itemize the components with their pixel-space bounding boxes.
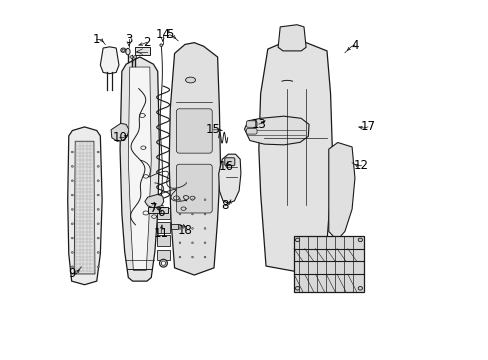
FancyBboxPatch shape [176, 109, 212, 153]
Text: 5: 5 [166, 28, 173, 41]
Text: 10: 10 [112, 131, 127, 144]
Ellipse shape [71, 266, 73, 268]
Ellipse shape [295, 287, 299, 290]
Text: 14: 14 [155, 28, 170, 41]
Polygon shape [128, 67, 151, 270]
Text: 7: 7 [150, 202, 158, 215]
Ellipse shape [133, 56, 137, 58]
Ellipse shape [71, 151, 73, 153]
Polygon shape [74, 141, 95, 274]
Bar [156, 235, 170, 246]
Ellipse shape [71, 194, 73, 196]
Ellipse shape [130, 56, 133, 58]
Bar [156, 208, 170, 220]
Ellipse shape [71, 166, 73, 167]
Bar [171, 225, 178, 229]
Polygon shape [100, 47, 119, 74]
Text: 2: 2 [143, 36, 150, 49]
Ellipse shape [203, 242, 205, 244]
Ellipse shape [122, 49, 124, 51]
Ellipse shape [159, 259, 167, 267]
Ellipse shape [203, 228, 205, 229]
Ellipse shape [295, 238, 299, 242]
Polygon shape [328, 143, 354, 240]
Ellipse shape [97, 180, 99, 181]
Ellipse shape [161, 261, 165, 265]
Ellipse shape [160, 44, 163, 46]
Bar [156, 249, 170, 260]
Ellipse shape [203, 213, 205, 215]
Bar [135, 47, 150, 55]
Ellipse shape [179, 242, 181, 244]
Ellipse shape [71, 237, 73, 239]
Ellipse shape [121, 48, 125, 52]
Ellipse shape [97, 208, 99, 210]
Ellipse shape [357, 287, 362, 290]
Text: 4: 4 [350, 39, 358, 52]
Ellipse shape [97, 194, 99, 196]
Polygon shape [278, 25, 305, 51]
Ellipse shape [97, 151, 99, 153]
Text: 9: 9 [68, 267, 75, 280]
Ellipse shape [97, 252, 99, 253]
Ellipse shape [71, 223, 73, 225]
Ellipse shape [97, 237, 99, 239]
Ellipse shape [191, 199, 193, 201]
Polygon shape [144, 194, 163, 208]
Text: 8: 8 [221, 199, 228, 212]
FancyBboxPatch shape [224, 158, 234, 166]
Ellipse shape [179, 256, 181, 258]
Polygon shape [258, 40, 332, 271]
Polygon shape [67, 127, 102, 285]
Text: 16: 16 [218, 160, 233, 173]
Ellipse shape [191, 242, 193, 244]
Ellipse shape [191, 228, 193, 229]
Polygon shape [169, 42, 220, 275]
Polygon shape [218, 154, 241, 203]
Ellipse shape [71, 208, 73, 210]
Text: 12: 12 [353, 159, 368, 172]
Ellipse shape [179, 228, 181, 229]
Text: 17: 17 [360, 121, 375, 134]
Polygon shape [120, 57, 159, 281]
FancyBboxPatch shape [246, 129, 257, 134]
Ellipse shape [97, 266, 99, 268]
Ellipse shape [203, 256, 205, 258]
Ellipse shape [97, 166, 99, 167]
Ellipse shape [191, 256, 193, 258]
Ellipse shape [179, 199, 181, 201]
Polygon shape [244, 116, 308, 145]
Bar [293, 236, 363, 292]
Ellipse shape [191, 213, 193, 215]
Ellipse shape [203, 199, 205, 201]
Ellipse shape [357, 238, 362, 242]
Text: 13: 13 [251, 118, 266, 131]
Text: 15: 15 [205, 123, 220, 136]
Text: 18: 18 [178, 224, 192, 238]
Ellipse shape [71, 252, 73, 253]
Text: 11: 11 [154, 226, 168, 239]
Ellipse shape [179, 213, 181, 215]
Ellipse shape [71, 180, 73, 181]
Ellipse shape [185, 77, 195, 83]
Bar [156, 222, 170, 233]
Polygon shape [111, 123, 129, 141]
Ellipse shape [125, 48, 130, 55]
Text: 6: 6 [157, 206, 165, 219]
Ellipse shape [97, 223, 99, 225]
FancyBboxPatch shape [176, 164, 212, 213]
FancyBboxPatch shape [246, 121, 257, 127]
Text: 1: 1 [93, 33, 101, 46]
Text: 3: 3 [125, 33, 132, 46]
Bar [147, 207, 168, 213]
